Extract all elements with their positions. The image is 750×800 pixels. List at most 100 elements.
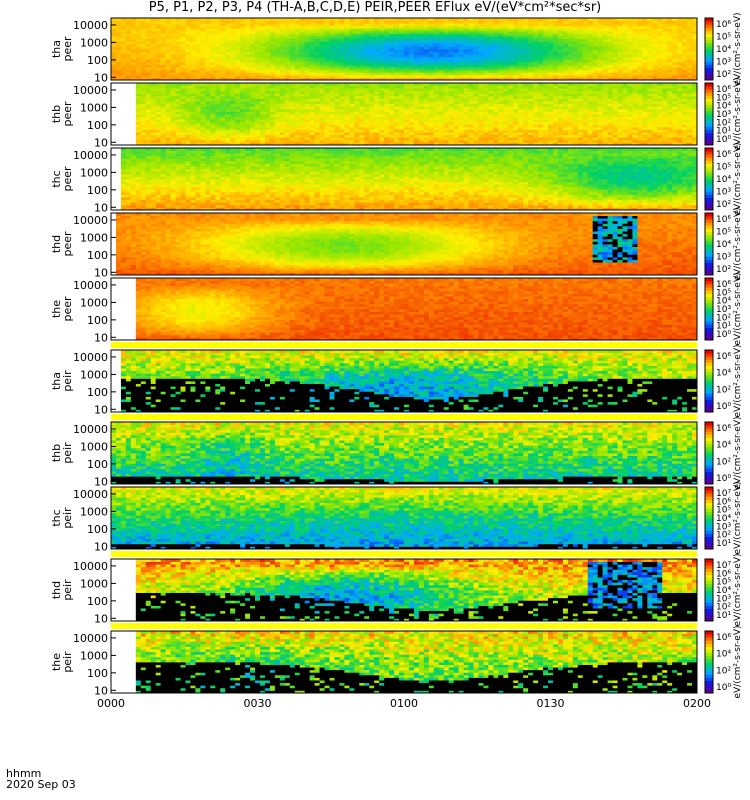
cell [230,64,236,68]
colorbar-segment [705,27,713,31]
cell [399,83,405,86]
cell [523,64,529,68]
cell [200,98,206,102]
cell [359,93,365,97]
cell [230,134,236,138]
cell [230,129,236,133]
cell [498,124,504,128]
cell [190,137,196,141]
cell [443,124,450,128]
cell [513,59,519,63]
cell [543,111,549,115]
cell [294,54,301,58]
cell [384,101,390,105]
cell [408,33,415,37]
cell [548,95,554,99]
cell [279,77,286,81]
cell [279,137,286,141]
cell [195,139,201,143]
cell [120,23,127,27]
cell [344,64,350,68]
cell [523,90,529,94]
cell [364,106,370,110]
cell [349,103,355,107]
cell [438,119,445,123]
cell [408,132,415,136]
cell [394,119,400,123]
cell [344,72,350,76]
cell [478,111,484,115]
cell [349,139,355,143]
cell [622,43,628,47]
cell [309,142,316,146]
cell [120,64,127,68]
cell [523,74,529,78]
cell [617,51,623,55]
cell [443,98,450,102]
cell [483,134,489,138]
cell [538,18,544,21]
cell [294,121,301,125]
cell [175,23,181,27]
cell [304,43,311,47]
cell [533,28,539,32]
cell [389,46,395,50]
cell [543,69,549,73]
cell [279,64,286,68]
cell [503,46,509,50]
cell [518,101,524,105]
cell [374,67,380,71]
cell [453,103,460,107]
cell [215,129,221,133]
cell [364,98,370,102]
cell [230,142,236,146]
cell [692,25,698,29]
cell [657,64,663,68]
cell [468,98,474,102]
cell [170,30,176,34]
cell [135,90,142,94]
cell [304,77,311,81]
cell [607,64,613,68]
cell [200,23,206,27]
cell [289,98,296,102]
cell [319,30,325,34]
cell [572,51,579,55]
cell [304,101,311,105]
cell [672,23,678,27]
cell [269,126,276,130]
cell [359,67,365,71]
cell [528,69,534,73]
cell [543,59,549,63]
cell [235,36,241,40]
cell [428,114,435,117]
cell [538,121,544,125]
cell [453,36,460,40]
cell [175,69,181,73]
cell [200,88,206,92]
cell [592,20,599,24]
cell [170,51,176,55]
cell [453,114,460,117]
cell [607,41,613,45]
cell [384,108,390,112]
cell [423,33,430,37]
panel-y-label: tha [50,40,63,58]
cell [404,106,410,110]
cell [518,129,524,133]
cell [170,137,176,141]
cell [528,56,534,60]
cell [245,69,251,73]
cell [230,137,236,141]
cell [294,114,301,117]
cell [225,46,231,50]
cell [538,61,544,65]
cell [538,126,544,130]
cell [165,38,171,42]
cell [150,88,157,92]
cell [408,20,415,24]
cell [389,54,395,58]
cell [180,116,186,120]
cell [557,38,564,42]
cell [582,23,589,27]
